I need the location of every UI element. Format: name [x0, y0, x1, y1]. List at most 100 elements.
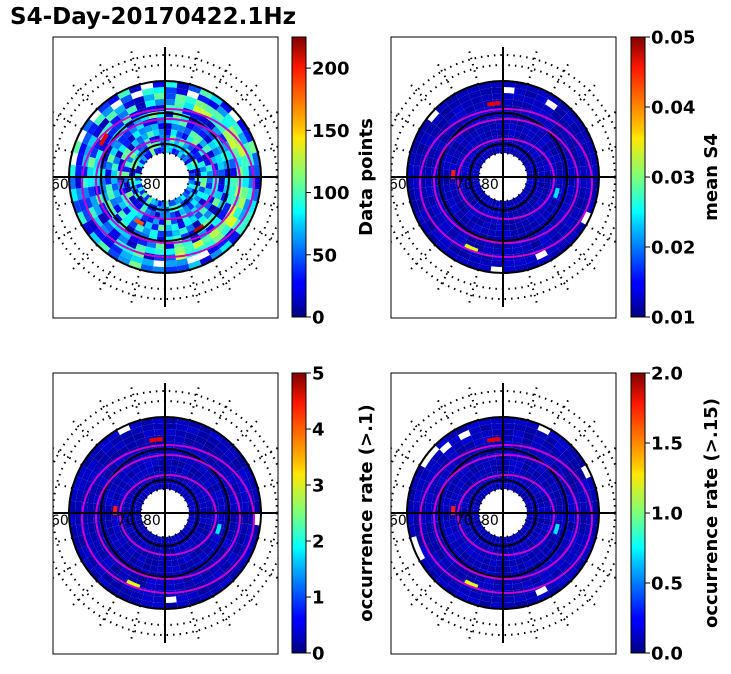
- colorbar: 0.0 0.5 1.0 1.5 2.0 occurrence rate (>.15): [630, 364, 722, 665]
- data-cell: [503, 548, 509, 555]
- data-cell: [128, 195, 137, 203]
- data-cell: [183, 579, 195, 589]
- data-cell: [541, 480, 550, 489]
- data-cell: [141, 527, 148, 535]
- data-cell: [107, 527, 116, 536]
- data-cell: [98, 117, 110, 130]
- data-cell: [452, 223, 463, 235]
- data-cell: [461, 502, 469, 509]
- colorbar-tick-label: 0.02: [651, 238, 695, 259]
- data-cell: [536, 206, 546, 216]
- data-cell: [207, 243, 220, 255]
- data-cell: [128, 531, 137, 539]
- data-cell: [530, 239, 542, 250]
- data-cell: [453, 150, 462, 159]
- data-cells: [406, 416, 600, 610]
- data-cell: [452, 119, 463, 131]
- data-cell: [464, 104, 476, 115]
- data-cell: [87, 122, 99, 135]
- data-cell: [513, 130, 522, 139]
- data-cell: [580, 547, 592, 561]
- colorbar-tick-label: 0: [312, 308, 325, 329]
- data-cell: [521, 218, 530, 227]
- data-cell: [194, 99, 207, 110]
- data-cell: [199, 517, 207, 524]
- latitude-label: 80: [481, 513, 499, 529]
- data-cell: [413, 165, 420, 177]
- data-cell: [435, 549, 446, 561]
- data-cell: [458, 93, 471, 105]
- data-cell: [198, 138, 208, 148]
- data-cell: [219, 436, 233, 450]
- data-cell: [503, 248, 514, 255]
- data-cell: [453, 195, 462, 204]
- data-cell: [87, 177, 94, 188]
- data-cell: [464, 134, 474, 144]
- colorbar-tick-label: 0.04: [651, 98, 695, 119]
- data-cell: [126, 104, 138, 115]
- data-cell: [76, 465, 88, 479]
- data-cell: [222, 213, 233, 225]
- data-cell: [104, 177, 112, 185]
- data-cell: [452, 455, 463, 467]
- data-cell: [198, 522, 206, 530]
- data-cell: [503, 452, 511, 460]
- data-cell: [171, 459, 179, 467]
- data-cell: [466, 219, 476, 229]
- data-cell: [97, 100, 111, 114]
- data-cell: [524, 426, 538, 436]
- data-cell: [218, 177, 226, 185]
- dotted-meridian: [406, 580, 436, 610]
- data-cell: [513, 93, 525, 102]
- data-cell: [113, 540, 123, 550]
- data-cell: [236, 118, 249, 132]
- data-cell: [447, 147, 457, 157]
- data-cell: [495, 230, 503, 238]
- data-cell: [451, 104, 464, 116]
- data-cell: [526, 169, 533, 174]
- data-cell: [435, 213, 446, 225]
- data-cell: [503, 92, 514, 100]
- dotted-meridian: [53, 145, 73, 154]
- data-cell: [536, 522, 544, 530]
- data-cell: [153, 87, 165, 94]
- data-cell: [564, 552, 576, 565]
- data-cell: [142, 226, 151, 235]
- data-cell: [87, 502, 94, 513]
- data-cell: [214, 490, 223, 499]
- data-cell: [554, 441, 567, 454]
- colorbar-tick-label: 1: [312, 588, 325, 609]
- data-cell: [531, 531, 540, 539]
- data-cell: [516, 544, 524, 552]
- data-cell: [132, 551, 141, 560]
- latitude-label: 70: [455, 513, 473, 529]
- data-cell: [515, 532, 522, 539]
- data-cell: [254, 177, 262, 190]
- data-cell: [464, 526, 472, 534]
- data-cell: [237, 468, 249, 481]
- data-cell: [227, 474, 238, 486]
- data-cell: [568, 167, 576, 177]
- data-cell: [568, 513, 576, 523]
- data-cell: [445, 191, 454, 200]
- data-cell: [165, 452, 173, 460]
- data-cell: [517, 226, 526, 235]
- data-cell: [569, 483, 579, 495]
- data-cell: [165, 123, 172, 130]
- data-cell: [442, 169, 450, 177]
- data-cell: [122, 215, 133, 225]
- data-cell: [190, 198, 199, 207]
- data-cell: [175, 93, 187, 102]
- data-cell: [556, 169, 564, 177]
- data-cell: [139, 525, 146, 532]
- data-cell: [224, 113, 237, 126]
- data-cell: [230, 513, 238, 523]
- data-cell: [545, 435, 558, 447]
- data-cell: [124, 496, 132, 504]
- data-cell: [430, 474, 441, 486]
- data-cell: [131, 147, 140, 156]
- data-cell: [76, 211, 88, 225]
- data-cell: [469, 198, 478, 207]
- data-cell: [210, 429, 224, 442]
- data-cell: [132, 466, 141, 475]
